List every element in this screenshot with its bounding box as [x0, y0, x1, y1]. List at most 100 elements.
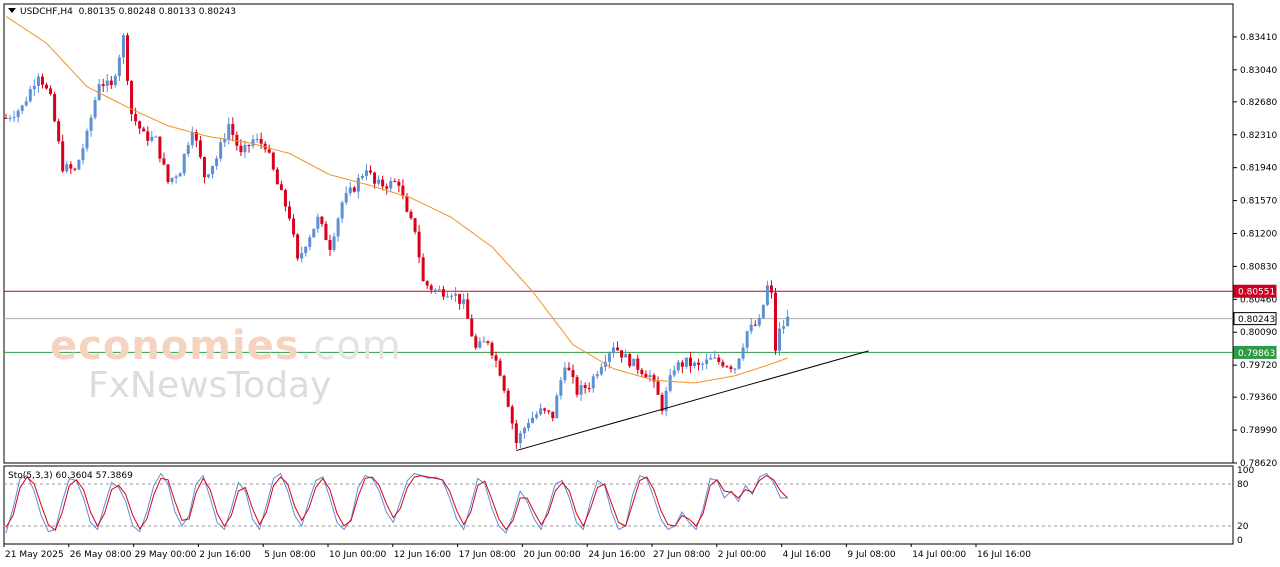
candle-body [786, 316, 790, 327]
candle-body [644, 373, 648, 378]
candle-body [146, 131, 150, 141]
support-price-tag [1233, 345, 1277, 359]
stoch-signal-line [5, 475, 788, 532]
candle-body [466, 299, 470, 319]
candle-body [93, 100, 97, 118]
candle-body [757, 318, 761, 326]
candle-body [243, 144, 247, 153]
candle-body [255, 138, 259, 140]
candle-body [729, 366, 733, 369]
candle-body [741, 347, 745, 359]
watermark-fxnewstoday: FxNewsToday [88, 365, 332, 406]
candle-body [300, 253, 304, 259]
candle-body [332, 236, 336, 250]
candle-body [672, 370, 676, 376]
candle-body [186, 145, 190, 154]
candle-body [32, 85, 36, 90]
candle-body [721, 361, 725, 367]
current-price-label: 0.80243 [1238, 315, 1275, 325]
price-tick-label: 0.83410 [1240, 33, 1277, 43]
candle-body [782, 326, 786, 329]
time-tick-label: 12 Jun 16:00 [394, 550, 451, 560]
candle-body [8, 117, 12, 119]
candle-body [441, 289, 445, 297]
candle-body [514, 423, 518, 443]
stochastic-title: Sto(5,3,3) 60.3604 57.3869 [8, 471, 133, 481]
candle-body [231, 124, 235, 135]
candle-body [591, 376, 595, 389]
candle-body [761, 304, 765, 319]
candle-body [725, 366, 729, 368]
candle-body [134, 114, 138, 122]
price-tick-label: 0.81940 [1240, 164, 1277, 174]
time-tick-label: 24 Jun 16:00 [588, 550, 645, 560]
candle-body [745, 331, 749, 348]
candle-body [24, 101, 28, 106]
time-tick-label: 5 Jun 08:00 [264, 550, 316, 560]
candle-body [360, 175, 364, 179]
symbol-label: USDCHF,H4 [20, 7, 73, 17]
candle-body [215, 158, 219, 166]
candle-body [563, 367, 567, 381]
watermark-economies: economies.com [50, 323, 402, 369]
time-tick-label: 4 Jul 16:00 [783, 550, 832, 560]
candle-body [283, 190, 287, 207]
candle-body [607, 353, 611, 362]
candle-body [194, 132, 198, 141]
price-tick-label: 0.79720 [1240, 361, 1277, 371]
candle-body [40, 76, 44, 85]
candle-body [174, 176, 178, 178]
candle-body [223, 139, 227, 143]
price-tick-label: 0.80830 [1240, 262, 1277, 272]
candle-body [247, 144, 251, 146]
price-tick-label: 0.81200 [1240, 230, 1277, 240]
candle-body [393, 181, 397, 183]
candle-body [433, 289, 437, 291]
resistance-price-tag [1233, 284, 1277, 298]
candle-body [474, 336, 478, 348]
candle-body [409, 211, 413, 219]
candle-body [158, 136, 162, 159]
candle-body [595, 374, 599, 377]
candle-body [340, 202, 344, 219]
stochastic-pane-frame [3, 465, 1234, 545]
candle-body [142, 128, 146, 132]
ascending-trendline [516, 350, 869, 452]
candle-body [664, 390, 668, 411]
candle-body [130, 80, 134, 115]
candle-body [450, 295, 453, 297]
time-axis: 21 May 2025 26 May 08:00 29 May 00:00 2 Jun… [3, 544, 1031, 560]
candle-body [778, 328, 782, 351]
moving-average-line [5, 16, 788, 384]
candle-body [555, 395, 559, 419]
candle-body [352, 187, 356, 192]
candle-body [69, 164, 73, 169]
candle-body [279, 184, 283, 191]
candle-body [749, 324, 753, 332]
candle-body [774, 292, 777, 351]
candle-body [105, 80, 109, 86]
time-tick-label: 14 Jul 00:00 [912, 550, 966, 560]
candle-body [401, 185, 405, 197]
candle-body [328, 240, 332, 250]
candle-body [235, 134, 239, 146]
time-tick-label: 9 Jul 08:00 [847, 550, 896, 560]
candle-body [49, 88, 53, 94]
candle-body [259, 138, 263, 144]
candle-body [462, 299, 466, 304]
price-tick-label: 0.81570 [1240, 197, 1277, 207]
candle-body [571, 370, 575, 378]
time-tick-label: 10 Jun 00:00 [329, 550, 386, 560]
candle-body [405, 196, 409, 212]
candle-body [421, 257, 425, 282]
candle-body [567, 367, 571, 371]
candle-body [170, 177, 174, 182]
candle-body [20, 105, 24, 111]
candle-body [454, 293, 458, 296]
collapse-triangle-icon[interactable] [8, 8, 16, 13]
candle-body [16, 110, 20, 118]
candle-body [81, 148, 85, 160]
candle-body [369, 170, 372, 173]
candle-body [53, 93, 57, 122]
candle-body [624, 354, 628, 358]
